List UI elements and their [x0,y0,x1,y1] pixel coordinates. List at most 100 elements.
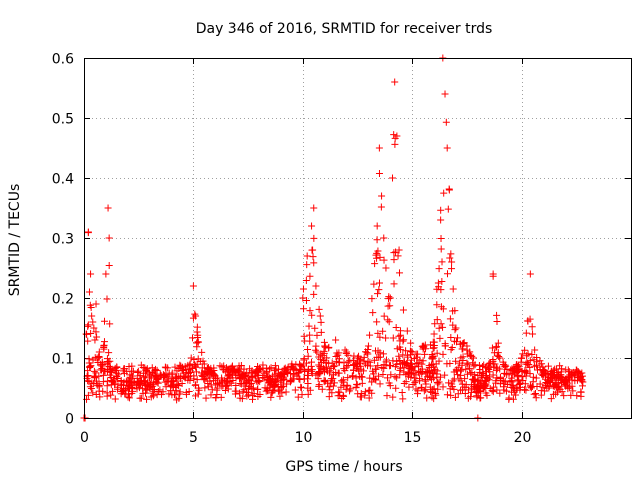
data-point [461,375,469,383]
data-point [165,369,173,377]
data-point [320,364,328,372]
data-point [333,349,341,357]
data-point [204,383,212,391]
data-point [292,361,300,369]
data-point [90,379,98,387]
data-point [383,392,391,400]
data-point [573,366,581,374]
data-point [373,318,381,326]
data-point [567,391,575,399]
data-point [315,361,323,369]
data-point [239,371,247,379]
data-point [304,390,312,398]
data-point [493,317,501,325]
data-point [374,290,382,298]
data-point [538,360,546,368]
data-point [493,311,501,319]
data-points [80,54,587,422]
data-point [104,204,112,212]
data-point [193,343,201,351]
data-point [489,272,497,280]
data-point [176,388,184,396]
data-point [384,316,392,324]
data-point [171,363,179,371]
data-point [312,282,320,290]
data-point [437,245,445,253]
data-point [437,234,445,242]
data-point [172,387,180,395]
data-point [449,377,457,385]
data-point [143,395,151,403]
data-point [315,381,323,389]
data-point [451,326,459,334]
y-tick-label: 0.1 [52,352,74,368]
data-point [341,346,349,354]
data-point [394,252,402,260]
data-point [174,381,182,389]
data-point [199,357,207,365]
data-point [413,359,421,367]
data-point [374,329,382,337]
data-point [189,314,197,322]
data-point [524,317,532,325]
data-point [565,368,573,376]
data-point [366,358,374,366]
data-point [107,391,115,399]
data-point [449,307,457,315]
data-point [313,348,321,356]
data-point [493,374,501,382]
data-point [216,380,224,388]
data-point [245,385,253,393]
data-point [189,282,197,290]
data-point [449,321,457,329]
x-axis-label: GPS time / hours [285,459,402,475]
data-point [300,332,308,340]
data-point [193,360,201,368]
data-point [86,383,94,391]
data-point [389,334,397,342]
data-point [407,365,415,373]
y-tick-label: 0.4 [52,172,74,188]
data-point [383,374,391,382]
data-point [353,381,361,389]
data-point [317,328,325,336]
data-point [544,362,552,370]
data-point [308,222,316,230]
data-point [398,388,406,396]
data-point [91,336,99,344]
data-point [452,357,460,365]
data-point [89,389,97,397]
data-point [360,357,368,365]
data-point [430,341,438,349]
data-point [473,393,481,401]
data-point [251,372,259,380]
data-point [106,364,114,372]
data-point [339,378,347,386]
data-point [482,368,490,376]
data-point [364,345,372,353]
data-point [173,380,181,388]
data-point [172,373,180,381]
data-point [482,389,490,397]
data-point [431,320,439,328]
data-point [438,258,446,266]
data-point [356,355,364,363]
data-point [231,387,239,395]
data-point [375,279,383,287]
data-point [395,246,403,254]
data-point [392,248,400,256]
data-point [173,396,181,404]
data-point [308,358,316,366]
data-point [387,362,395,370]
data-point [335,388,343,396]
data-point [374,362,382,370]
data-point [154,387,162,395]
data-point [290,375,298,383]
data-point [243,392,251,400]
data-point [202,394,210,402]
data-point [463,370,471,378]
data-point [429,338,437,346]
data-point [318,385,326,393]
data-point [306,331,314,339]
data-point [375,144,383,152]
